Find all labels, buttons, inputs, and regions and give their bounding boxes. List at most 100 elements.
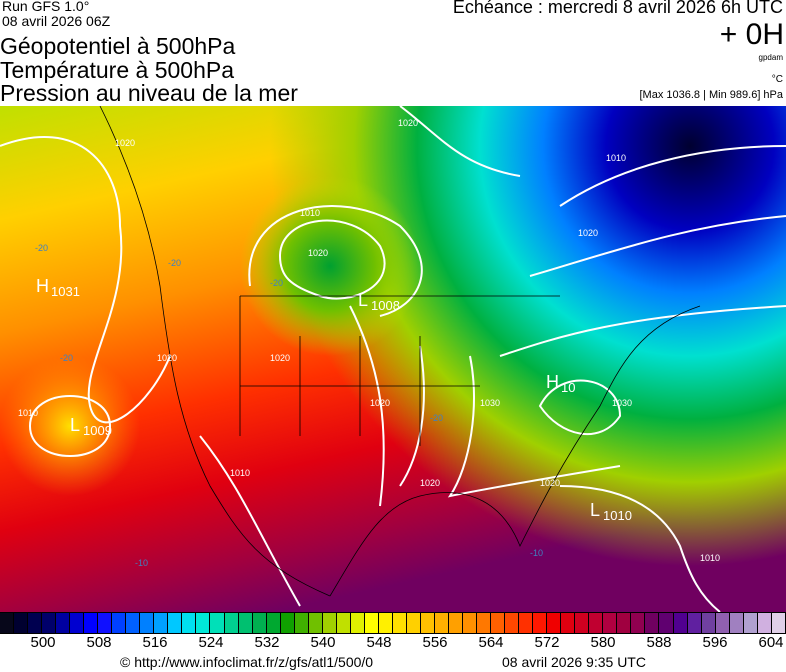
colorbar-cell xyxy=(729,613,744,633)
colorbar-tick: 588 xyxy=(646,634,672,651)
center-low: L xyxy=(358,290,368,310)
colorbar-cell xyxy=(252,613,267,633)
center-value: 1031 xyxy=(51,284,80,299)
isobar-label: 1010 xyxy=(700,553,720,563)
colorbar-cell xyxy=(491,613,506,633)
colorbar-cell xyxy=(112,613,127,633)
temperature-label: -20 xyxy=(430,413,443,423)
colorbar-cell xyxy=(308,613,323,633)
temperature-label: -20 xyxy=(270,278,283,288)
colorbar-cell xyxy=(238,613,253,633)
colorbar-cell xyxy=(631,613,646,633)
isobar-label: 1010 xyxy=(300,208,320,218)
colorbar-tick: 556 xyxy=(422,634,448,651)
colorbar-cell xyxy=(350,613,365,633)
center-value: 10 xyxy=(561,380,575,395)
colorbar-cell xyxy=(280,613,295,633)
isobar-labels: 1020 1020 1010 1020 1010 1020 1020 1010 1020 1020… xyxy=(18,118,720,563)
generation-date: 08 avril 2026 9:35 UTC xyxy=(502,654,646,670)
unit-celsius: °C xyxy=(771,74,783,85)
colorbar-cell xyxy=(42,613,57,633)
colorbar-tick: 580 xyxy=(590,634,616,651)
temperature-label: -20 xyxy=(60,353,73,363)
colorbar-cell xyxy=(715,613,730,633)
colorbar-cell xyxy=(210,613,225,633)
isobar-label: 1010 xyxy=(606,153,626,163)
unit-gpdam: gpdam xyxy=(758,53,783,62)
colorbar-cell xyxy=(406,613,421,633)
colorbar-cell xyxy=(673,613,688,633)
run-label: Run GFS 1.0° xyxy=(2,0,90,14)
isobar-label: 1020 xyxy=(578,228,598,238)
colorbar-cell xyxy=(420,613,435,633)
colorbar-cell xyxy=(294,613,309,633)
center-high: H xyxy=(546,372,559,392)
isobar-label: 1020 xyxy=(398,118,418,128)
colorbar-cell xyxy=(533,613,548,633)
isobar-label: 1020 xyxy=(540,478,560,488)
isobar-label: 1010 xyxy=(18,408,38,418)
colorbar-cell xyxy=(659,613,674,633)
colorbar-cell xyxy=(463,613,478,633)
colorbar-cell xyxy=(98,613,113,633)
center-high: H xyxy=(36,276,49,296)
colorbar-tick: 564 xyxy=(478,634,504,651)
title-geopotential: Géopotentiel à 500hPa xyxy=(0,33,236,59)
colorbar-cell xyxy=(140,613,155,633)
source-url[interactable]: © http://www.infoclimat.fr/z/gfs/atl1/50… xyxy=(120,654,374,670)
colorbar-cell xyxy=(449,613,464,633)
colorbar-cell xyxy=(519,613,534,633)
pressure-centers: H 1031 L 1009 L 1008 L 1010 H 10 xyxy=(36,276,632,523)
colorbar-cell xyxy=(126,613,141,633)
weather-map: H 1031 L 1009 L 1008 L 1010 H 10 102010201010… xyxy=(0,106,786,612)
colorbar-cell xyxy=(575,613,590,633)
colorbar-tick: 500 xyxy=(30,634,56,651)
isobar-label: 1020 xyxy=(270,353,290,363)
isobar-label: 1030 xyxy=(480,398,500,408)
colorbar-cell xyxy=(701,613,716,633)
colorbar-cell xyxy=(154,613,169,633)
isobar-label: 1020 xyxy=(157,353,177,363)
title-temperature: Température à 500hPa xyxy=(0,57,234,83)
colorbar-cell xyxy=(378,613,393,633)
colorbar xyxy=(0,612,786,634)
isobars xyxy=(0,106,786,612)
colorbar-tick: 516 xyxy=(142,634,168,651)
colorbar-cell xyxy=(196,613,211,633)
center-value: 1008 xyxy=(371,298,400,313)
colorbar-cell xyxy=(322,613,337,633)
center-low: L xyxy=(70,415,80,435)
center-value: 1010 xyxy=(603,508,632,523)
colorbar-cell xyxy=(771,613,786,633)
colorbar-cell xyxy=(182,613,197,633)
colorbar-cell xyxy=(56,613,71,633)
forecast-time: Echéance : mercredi 8 avril 2026 6h UTC xyxy=(452,0,783,17)
colorbar-cell xyxy=(434,613,449,633)
colorbar-cell xyxy=(14,613,29,633)
colorbar-tick: 572 xyxy=(534,634,560,651)
isobar-label: 1010 xyxy=(230,468,250,478)
colorbar-cell xyxy=(84,613,99,633)
colorbar-cell xyxy=(70,613,85,633)
temperature-label: -20 xyxy=(35,243,48,253)
temperature-label: -20 xyxy=(168,258,181,268)
colorbar-cell xyxy=(589,613,604,633)
colorbar-tick: 604 xyxy=(758,634,784,651)
colorbar-cell xyxy=(168,613,183,633)
pressure-minmax: [Max 1036.8 | Min 989.6] hPa xyxy=(639,89,784,101)
isobar-label: 1030 xyxy=(612,398,632,408)
colorbar-tick: 508 xyxy=(86,634,112,651)
center-value: 1009 xyxy=(83,423,112,438)
colorbar-tick: 532 xyxy=(254,634,280,651)
colorbar-cell xyxy=(477,613,492,633)
colorbar-cell xyxy=(645,613,660,633)
colorbar-cell xyxy=(743,613,758,633)
forecast-offset: + 0H xyxy=(719,18,784,51)
colorbar-tick: 540 xyxy=(310,634,336,651)
colorbar-cell xyxy=(28,613,43,633)
temperature-labels: -20 -20 -20 -20 -20 -10 -10 xyxy=(35,243,543,568)
colorbar-cell xyxy=(687,613,702,633)
temperature-label: -10 xyxy=(135,558,148,568)
coastlines xyxy=(99,106,701,597)
colorbar-cell xyxy=(392,613,407,633)
